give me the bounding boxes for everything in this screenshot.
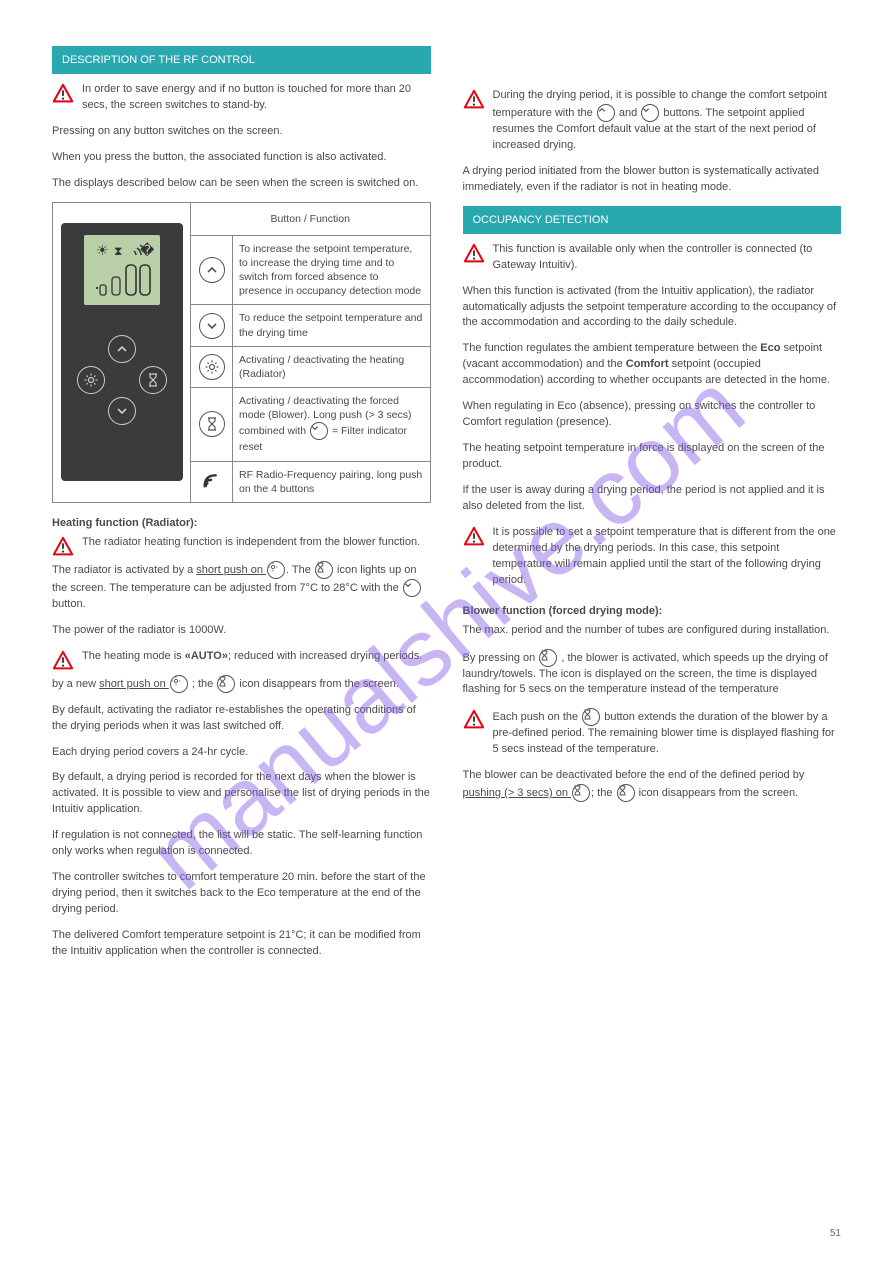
od-para2: The function regulates the ambient tempe… (463, 341, 842, 389)
warning-icon (463, 89, 485, 111)
note-blower-extend: Each push on the button extends the dura… (493, 708, 842, 758)
chevron-up-icon (597, 104, 615, 122)
note-auto: The heating mode is «AUTO»; reduced with… (82, 649, 431, 665)
remote-hourglass-button (139, 366, 167, 394)
hourglass-desc: Activating / deactivating the forced mod… (233, 388, 431, 462)
sun-desc: Activating / deactivating the heating (R… (233, 346, 431, 387)
page-number: 51 (830, 1228, 841, 1239)
drying-para4: If regulation is not connected, the list… (52, 828, 431, 860)
para-blower-immediate: A drying period initiated from the blowe… (463, 164, 842, 196)
warning-icon (52, 536, 74, 558)
heating-para1: The radiator is activated by a short pus… (52, 561, 431, 613)
warning-icon (463, 243, 485, 265)
up-icon-cell (191, 235, 233, 305)
control-table: ☀ ⧗ �ING (52, 202, 431, 503)
table-header-row: ☀ ⧗ �ING (53, 202, 431, 235)
down-desc: To reduce the setpoint temperature and t… (233, 305, 431, 346)
short-push-text: short push on (99, 678, 169, 690)
chevron-down-icon (310, 422, 328, 440)
chevron-up-icon (199, 257, 225, 283)
hourglass-icon (539, 649, 557, 667)
remote-sun-button (77, 366, 105, 394)
sun-icon (267, 561, 285, 579)
remote-screen: ☀ ⧗ �ING (84, 235, 160, 305)
od-para3: When regulating in Eco (absence), pressi… (463, 399, 842, 431)
remote-image-cell: ☀ ⧗ �ING (53, 202, 191, 502)
wifi-desc: RF Radio-Frequency pairing, long push on… (233, 461, 431, 502)
table-header: Button / Function (191, 202, 431, 235)
remote-control: ☀ ⧗ �ING (61, 223, 183, 481)
warning-icon (52, 650, 74, 672)
drying-para5: The controller switches to comfort tempe… (52, 870, 431, 918)
note-connected-only: This function is available only when the… (493, 242, 842, 274)
blower-para1: The max. period and the number of tubes … (463, 623, 842, 639)
hourglass-icon-cell (191, 388, 233, 462)
od-para1: When this function is activated (from th… (463, 284, 842, 332)
note-standby: In order to save energy and if no button… (82, 82, 431, 114)
hourglass-icon (582, 708, 600, 726)
hourglass-icon (572, 784, 590, 802)
drying-para1: By default, activating the radiator re-e… (52, 703, 431, 735)
od-para4: The heating setpoint temperature in forc… (463, 441, 842, 473)
chevron-down-icon (641, 104, 659, 122)
heating-power: The power of the radiator is 1000W. (52, 623, 431, 639)
svg-text:⧗: ⧗ (114, 244, 122, 258)
hourglass-icon (617, 784, 635, 802)
drying-para6: The delivered Comfort temperature setpoi… (52, 928, 431, 960)
drying-para3: By default, a drying period is recorded … (52, 770, 431, 818)
blower-para2: By pressing on , the blower is activated… (463, 649, 842, 699)
sun-icon (199, 354, 225, 380)
warning-icon (463, 526, 485, 548)
hourglass-icon (315, 561, 333, 579)
remote-up-button (108, 335, 136, 363)
hourglass-icon (217, 675, 235, 693)
remote-down-button (108, 397, 136, 425)
short-push-text: short push on (196, 564, 266, 576)
chevron-down-icon (403, 579, 421, 597)
warning-icon (463, 709, 485, 731)
hourglass-icon (199, 411, 225, 437)
od-para5: If the user is away during a drying peri… (463, 483, 842, 515)
wifi-icon (201, 473, 223, 495)
para-displays: The displays described below can be seen… (52, 176, 431, 192)
up-desc: To increase the setpoint temperature, to… (233, 235, 431, 305)
svg-text:☀: ☀ (96, 242, 109, 258)
left-column: DESCRIPTION OF THE RF CONTROL In order t… (52, 46, 431, 970)
drying-para2: Each drying period covers a 24-hr cycle. (52, 745, 431, 761)
down-icon-cell (191, 305, 233, 346)
chevron-down-icon (199, 313, 225, 339)
wifi-icon-cell (191, 461, 233, 502)
heating-para3: by a new short push on ; the icon disapp… (52, 675, 431, 693)
heating-subhead: Heating function (Radiator): (52, 517, 431, 529)
blower-subhead: Blower function (forced drying mode): (463, 605, 842, 617)
note-independent: The radiator heating function is indepen… (82, 535, 431, 551)
sun-icon-cell (191, 346, 233, 387)
blower-para3: The blower can be deactivated before the… (463, 768, 842, 802)
note-drying-setpoint: During the drying period, it is possible… (493, 88, 842, 154)
para-press-any: Pressing on any button switches on the s… (52, 124, 431, 140)
para-press-assoc: When you press the button, the associate… (52, 150, 431, 166)
section-bar-rf-control: DESCRIPTION OF THE RF CONTROL (52, 46, 431, 74)
right-column: During the drying period, it is possible… (463, 46, 842, 970)
warning-icon (52, 83, 74, 105)
svg-text:�ING: �ING (140, 242, 154, 258)
note-diff-setpoint: It is possible to set a setpoint tempera… (493, 525, 842, 589)
sun-icon (170, 675, 188, 693)
section-bar-occupancy: OCCUPANCY DETECTION (463, 206, 842, 234)
remote-buttons (61, 335, 183, 445)
